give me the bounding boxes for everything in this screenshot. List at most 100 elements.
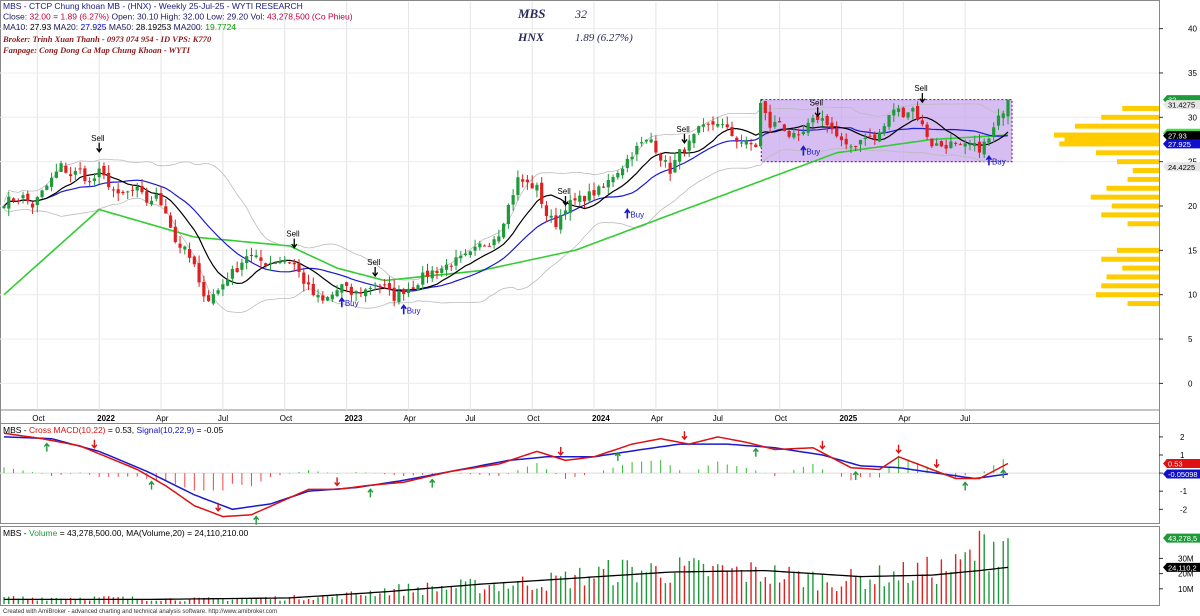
volume-tag-bg <box>1163 533 1200 543</box>
candle-body <box>249 254 254 256</box>
macd-cross-down-arrow <box>933 459 940 469</box>
candle-body <box>882 126 886 134</box>
fanpage-line: Fanpage: Cong Dong Ca Map Chung Khoan - … <box>2 45 191 55</box>
candle-body <box>587 191 591 201</box>
candle-body <box>873 134 877 140</box>
candle-body <box>430 270 434 279</box>
candle-body <box>92 178 97 182</box>
candle-body <box>582 195 587 202</box>
candle-body <box>145 191 149 203</box>
candle-body <box>168 215 173 228</box>
volume-y-tick-label: 20M <box>1178 570 1194 579</box>
candle-body <box>858 139 863 145</box>
header-value: (6.27%) <box>77 12 109 22</box>
candle-body <box>730 126 734 136</box>
candle-body <box>868 135 872 137</box>
sell-arrow <box>96 142 103 153</box>
buy-arrow <box>400 303 407 315</box>
candle-body <box>11 198 16 202</box>
candle-body <box>354 290 358 294</box>
header-label: MA20: <box>51 22 80 32</box>
volume-value: = 43,278,500.00, <box>60 528 124 538</box>
candle-body <box>778 121 782 123</box>
candle-body <box>920 120 924 125</box>
candle-body <box>330 294 334 300</box>
signal-name: Signal(10,22,9) <box>137 425 195 435</box>
candle-body <box>687 140 691 151</box>
candle-body <box>839 136 844 141</box>
candle-body <box>135 186 139 191</box>
candle-body <box>54 171 58 178</box>
candle-body <box>325 297 330 301</box>
candle-body <box>397 290 401 302</box>
candle-body <box>40 190 44 198</box>
candle-body <box>240 262 244 270</box>
price-y-tick-label: 5 <box>1188 335 1193 344</box>
candle-body <box>654 140 658 153</box>
candle-body <box>915 106 920 120</box>
ticker-price: 32 <box>574 7 587 21</box>
volume-profile-bar <box>1117 159 1159 165</box>
candle-body <box>787 130 791 137</box>
candle-body <box>835 128 839 137</box>
company-name: CTCP Chung khoan MB <box>29 1 120 11</box>
header-value: 1.89 <box>60 12 77 22</box>
candle-body <box>83 168 87 182</box>
candle-body <box>616 172 620 178</box>
candle-body <box>192 256 196 265</box>
x-axis-label: Oct <box>775 414 788 423</box>
candle-body <box>559 214 563 230</box>
candle-body <box>49 177 54 187</box>
macd-line <box>3 432 1009 518</box>
macd-y-tick-label: -2 <box>1180 505 1188 514</box>
candle-body <box>768 111 772 128</box>
buy-signal-label: Buy <box>992 157 1006 166</box>
macd-tag-bg <box>1163 458 1200 468</box>
ticker-exchange: HNX <box>517 30 545 44</box>
candle-body <box>449 265 453 267</box>
candle-body <box>958 144 963 146</box>
volume-plot <box>3 530 1009 604</box>
volume-profile-bar <box>1101 256 1159 262</box>
macd-cross-down-arrow <box>334 477 341 487</box>
sell-arrow <box>562 196 569 207</box>
moving-average-lines <box>3 116 1009 296</box>
header-label: High: <box>158 12 183 22</box>
candle-body <box>297 263 301 272</box>
candle-body <box>849 146 853 148</box>
candle-body <box>259 257 263 261</box>
header-label: Open: <box>109 12 137 22</box>
candle-body <box>230 268 234 279</box>
buy-signal-label: Buy <box>806 148 820 157</box>
candle-body <box>568 200 572 213</box>
candle-body <box>130 189 135 191</box>
x-axis-label: Jul <box>465 414 475 423</box>
candle-body <box>173 226 177 243</box>
header-label: MA10: <box>3 22 30 32</box>
candle-body <box>944 145 948 149</box>
price-tag-text: 27.93 <box>1168 132 1187 141</box>
price-tag-text: 32 <box>1168 96 1176 105</box>
volume-profile-bar <box>1054 132 1159 138</box>
candle-body <box>73 170 77 175</box>
candle-body <box>535 184 539 191</box>
candle-body <box>211 294 215 304</box>
candle-body <box>2 205 6 209</box>
volume-profile-bar <box>1106 274 1159 280</box>
price-tag-bg <box>1163 131 1200 141</box>
macd-cross-up-arrow <box>752 447 759 457</box>
exchange: (HNX) <box>128 1 152 11</box>
macd-value: = 0.53, <box>108 425 134 435</box>
macd-cross-down-arrow <box>895 444 902 454</box>
candle-body <box>59 163 63 172</box>
candle-body <box>968 144 972 146</box>
candle-body <box>754 144 758 148</box>
header-label: Vol: <box>248 12 267 22</box>
candle-body <box>69 174 73 177</box>
candle-body <box>292 262 296 265</box>
candle-body <box>659 153 663 161</box>
volume-profile-bar <box>1096 292 1159 298</box>
candle-body <box>316 295 320 298</box>
candle-body <box>216 290 220 294</box>
source: WYTI RESEARCH <box>232 1 303 11</box>
